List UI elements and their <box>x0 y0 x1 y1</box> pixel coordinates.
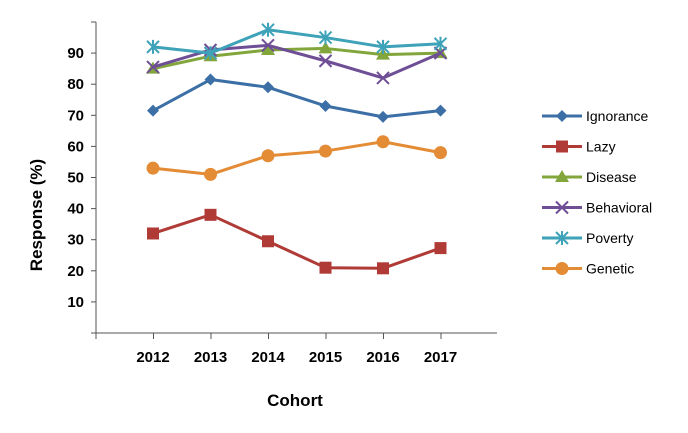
series-lazy <box>147 208 447 275</box>
data-point-genetic <box>434 146 447 160</box>
legend-marker <box>555 262 569 275</box>
legend-label: Poverty <box>586 230 633 246</box>
data-point-genetic <box>261 149 275 163</box>
legend-label: Ignorance <box>586 108 648 124</box>
axes: 10 20 30 40 50 60 70 80 90 2012 2013 2014 2015 2016 20… <box>67 21 497 366</box>
data-point-ignorance <box>262 81 274 94</box>
legend-label: Disease <box>586 169 637 185</box>
data-point-poverty <box>203 46 218 61</box>
y-axis-title: Response (%) <box>27 159 46 271</box>
data-point-poverty <box>318 30 333 45</box>
series-layer <box>146 22 448 275</box>
data-point-behavioral <box>376 71 390 85</box>
series-line-genetic <box>152 140 441 176</box>
data-point-genetic <box>146 161 160 175</box>
legend-item-disease: Disease <box>542 169 637 185</box>
data-point-genetic <box>204 167 217 181</box>
x-tick-label: 2012 <box>136 349 169 366</box>
legend-marker <box>555 231 569 245</box>
legend-marker <box>556 140 568 153</box>
legend-item-ignorance: Ignorance <box>542 108 648 124</box>
y-tick-label: 10 <box>67 294 84 311</box>
series-poverty <box>146 22 448 61</box>
data-point-disease <box>261 42 275 55</box>
y-tick-label: 50 <box>67 170 84 187</box>
series-ignorance <box>147 73 447 123</box>
legend-marker <box>555 170 569 182</box>
legend-item-genetic: Genetic <box>542 261 634 277</box>
x-tick-label: 2013 <box>194 349 227 366</box>
x-tick-label: 2015 <box>309 349 342 366</box>
data-point-lazy <box>204 208 217 221</box>
data-point-ignorance <box>147 104 159 117</box>
legend-marker <box>555 200 569 215</box>
data-point-lazy <box>147 227 159 240</box>
legend-label: Lazy <box>586 139 616 155</box>
series-line-disease <box>152 46 441 71</box>
x-tick-label: 2016 <box>366 349 399 366</box>
series-line-poverty <box>152 28 441 55</box>
data-point-lazy <box>377 262 389 275</box>
data-point-poverty <box>376 39 390 54</box>
y-tick-label: 70 <box>67 107 84 124</box>
data-point-lazy <box>434 242 447 255</box>
data-point-behavioral <box>146 60 160 74</box>
legend-item-behavioral: Behavioral <box>542 200 652 216</box>
series-line-ignorance <box>152 78 441 119</box>
y-tick-label: 90 <box>67 45 84 62</box>
data-point-lazy <box>262 235 274 248</box>
data-point-ignorance <box>377 110 389 123</box>
data-point-genetic <box>319 144 332 158</box>
data-point-poverty <box>433 36 448 51</box>
y-tick-label: 60 <box>67 138 84 155</box>
y-tick-label: 40 <box>67 201 84 218</box>
data-point-behavioral <box>261 38 275 53</box>
data-point-lazy <box>319 261 332 274</box>
legend-item-lazy: Lazy <box>542 139 616 155</box>
x-tick-label: 2014 <box>251 349 285 366</box>
y-tick-label: 80 <box>67 76 84 93</box>
data-point-genetic <box>376 135 390 149</box>
x-axis-title: Cohort <box>267 391 323 410</box>
data-point-disease <box>318 41 333 54</box>
legend-item-poverty: Poverty <box>542 230 633 246</box>
data-point-poverty <box>146 39 160 54</box>
data-point-ignorance <box>319 99 332 112</box>
series-genetic <box>146 135 447 181</box>
legend-label: Behavioral <box>586 200 652 216</box>
series-line-lazy <box>152 213 441 270</box>
legend-label: Genetic <box>586 261 634 277</box>
legend: Ignorance Lazy Disease Behavioral Poverty Gen… <box>542 108 652 277</box>
data-point-ignorance <box>204 73 217 86</box>
x-tick-label: 2017 <box>424 349 457 366</box>
legend-marker <box>556 110 568 122</box>
data-point-poverty <box>261 22 275 37</box>
data-point-ignorance <box>434 104 447 117</box>
y-tick-label: 20 <box>67 263 84 280</box>
y-tick-label: 30 <box>67 232 84 249</box>
data-point-behavioral <box>318 54 333 68</box>
